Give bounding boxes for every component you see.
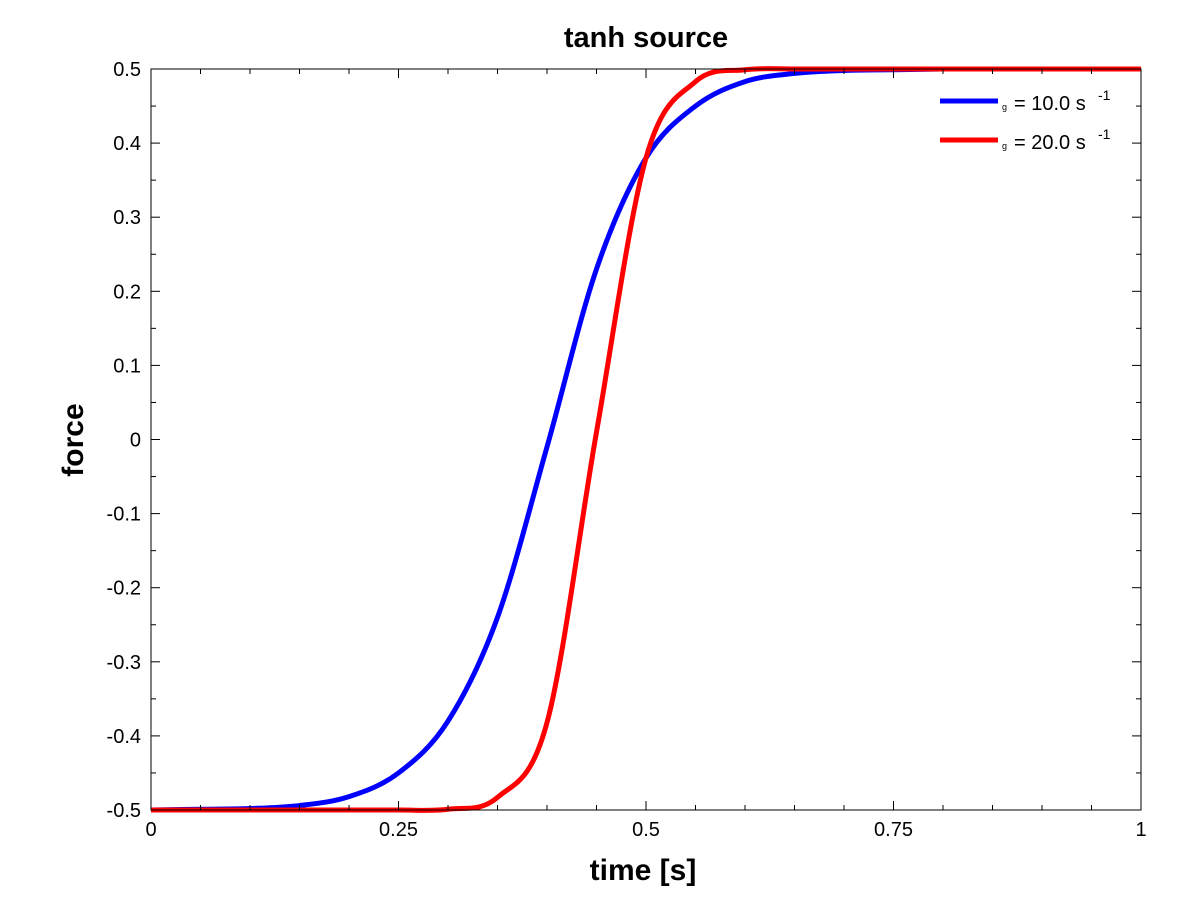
x-tick-label: 0.75	[874, 819, 913, 841]
y-tick-label: -0.1	[107, 504, 141, 526]
x-tick-label: 0	[145, 819, 156, 841]
y-tick-label: 0.3	[113, 207, 141, 229]
y-tick-label: 0.2	[113, 281, 141, 303]
x-tick-label: 0.5	[632, 819, 660, 841]
chart-title: tanh source	[564, 22, 728, 54]
y-axis-title: force	[57, 403, 90, 476]
y-tick-label: -0.4	[107, 726, 141, 748]
legend-superscript: -1	[1098, 87, 1111, 103]
y-tick-label: -0.5	[107, 800, 141, 822]
y-tick-label: -0.2	[107, 578, 141, 600]
x-tick-label: 0.25	[379, 819, 418, 841]
legend-superscript: -1	[1098, 126, 1111, 142]
tick-layer: 0 0.25 0.5 0.75 1 -0.5 -0.4 -0.3 -0.2 -0.1 0 0.1 0.2…	[107, 59, 1147, 841]
legend-subscript: g	[1002, 141, 1007, 151]
legend-subscript: g	[1002, 102, 1007, 112]
y-tick-label: 0.4	[113, 133, 141, 155]
legend: g = 10.0 s -1 g = 20.0 s -1	[940, 87, 1111, 154]
legend-label-2: = 20.0 s	[1014, 132, 1086, 154]
y-tick-label: 0	[130, 430, 141, 452]
y-tick-label: -0.3	[107, 652, 141, 674]
y-tick-label: 0.5	[113, 59, 141, 81]
x-axis-title: time [s]	[590, 854, 697, 887]
y-tick-label: 0.1	[113, 355, 141, 377]
legend-label-1: = 10.0 s	[1014, 93, 1086, 115]
x-tick-label: 1	[1135, 819, 1146, 841]
